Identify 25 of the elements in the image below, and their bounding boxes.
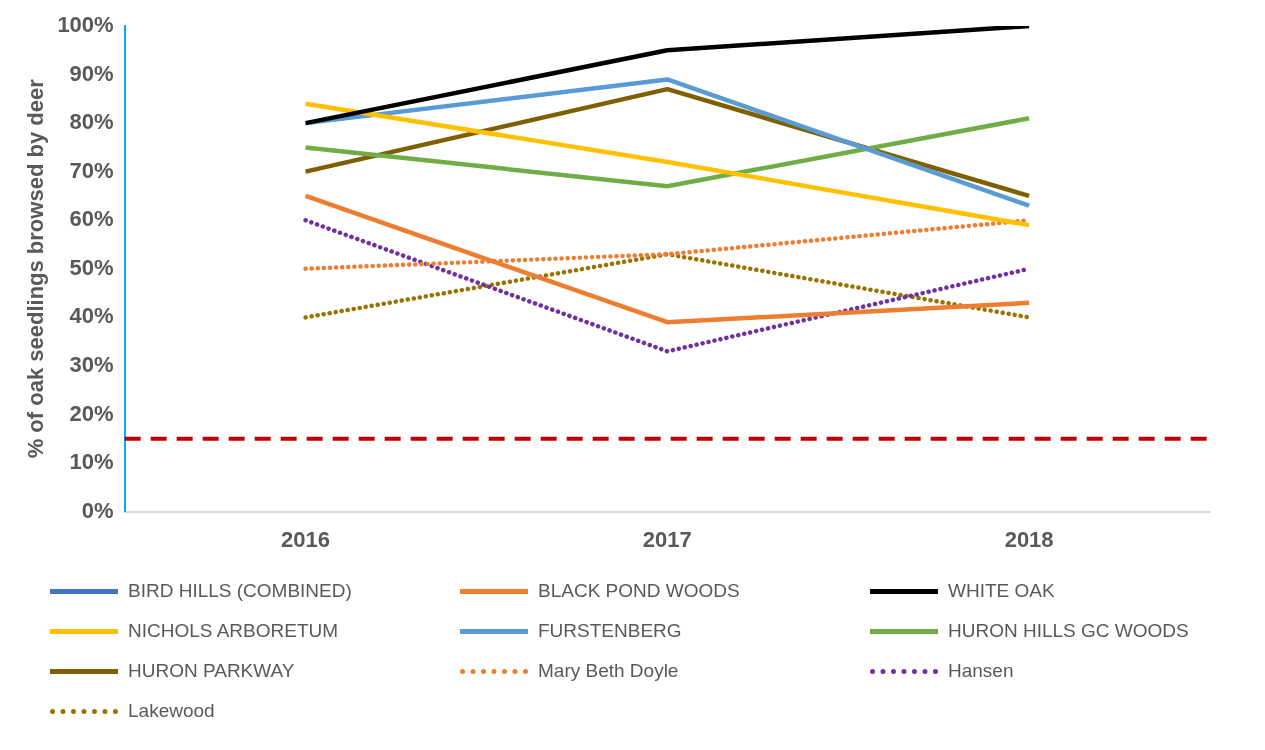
legend-label: WHITE OAK bbox=[948, 580, 1055, 602]
y-tick-label: 60% bbox=[69, 206, 114, 232]
y-tick-label: 40% bbox=[69, 303, 114, 329]
x-tick-label: 2018 bbox=[1004, 526, 1054, 552]
x-tick-label: 2017 bbox=[642, 526, 692, 552]
x-tick-label: 2016 bbox=[281, 526, 331, 552]
legend-label: BIRD HILLS (COMBINED) bbox=[128, 580, 352, 602]
legend-label: Lakewood bbox=[128, 700, 215, 722]
legend-label: Hansen bbox=[948, 660, 1014, 682]
y-tick-label: 10% bbox=[69, 449, 114, 475]
y-tick-label: 70% bbox=[69, 157, 114, 183]
y-tick-label: 30% bbox=[69, 351, 114, 377]
legend-label: FURSTENBERG bbox=[538, 620, 682, 642]
legend-label: Mary Beth Doyle bbox=[538, 660, 679, 682]
y-tick-label: 80% bbox=[69, 109, 114, 135]
y-tick-label: 50% bbox=[69, 254, 114, 280]
y-tick-label: 0% bbox=[81, 497, 114, 523]
legend-label: HURON PARKWAY bbox=[128, 660, 295, 682]
y-tick-label: 90% bbox=[69, 60, 114, 86]
y-tick-label: 100% bbox=[57, 12, 114, 38]
legend-label: BLACK POND WOODS bbox=[538, 580, 740, 602]
y-axis-title: % of oak seedlings browsed by deer bbox=[23, 78, 49, 459]
legend-label: NICHOLS ARBORETUM bbox=[128, 620, 339, 642]
y-tick-label: 20% bbox=[69, 400, 114, 426]
legend-label: HURON HILLS GC WOODS bbox=[948, 620, 1189, 642]
